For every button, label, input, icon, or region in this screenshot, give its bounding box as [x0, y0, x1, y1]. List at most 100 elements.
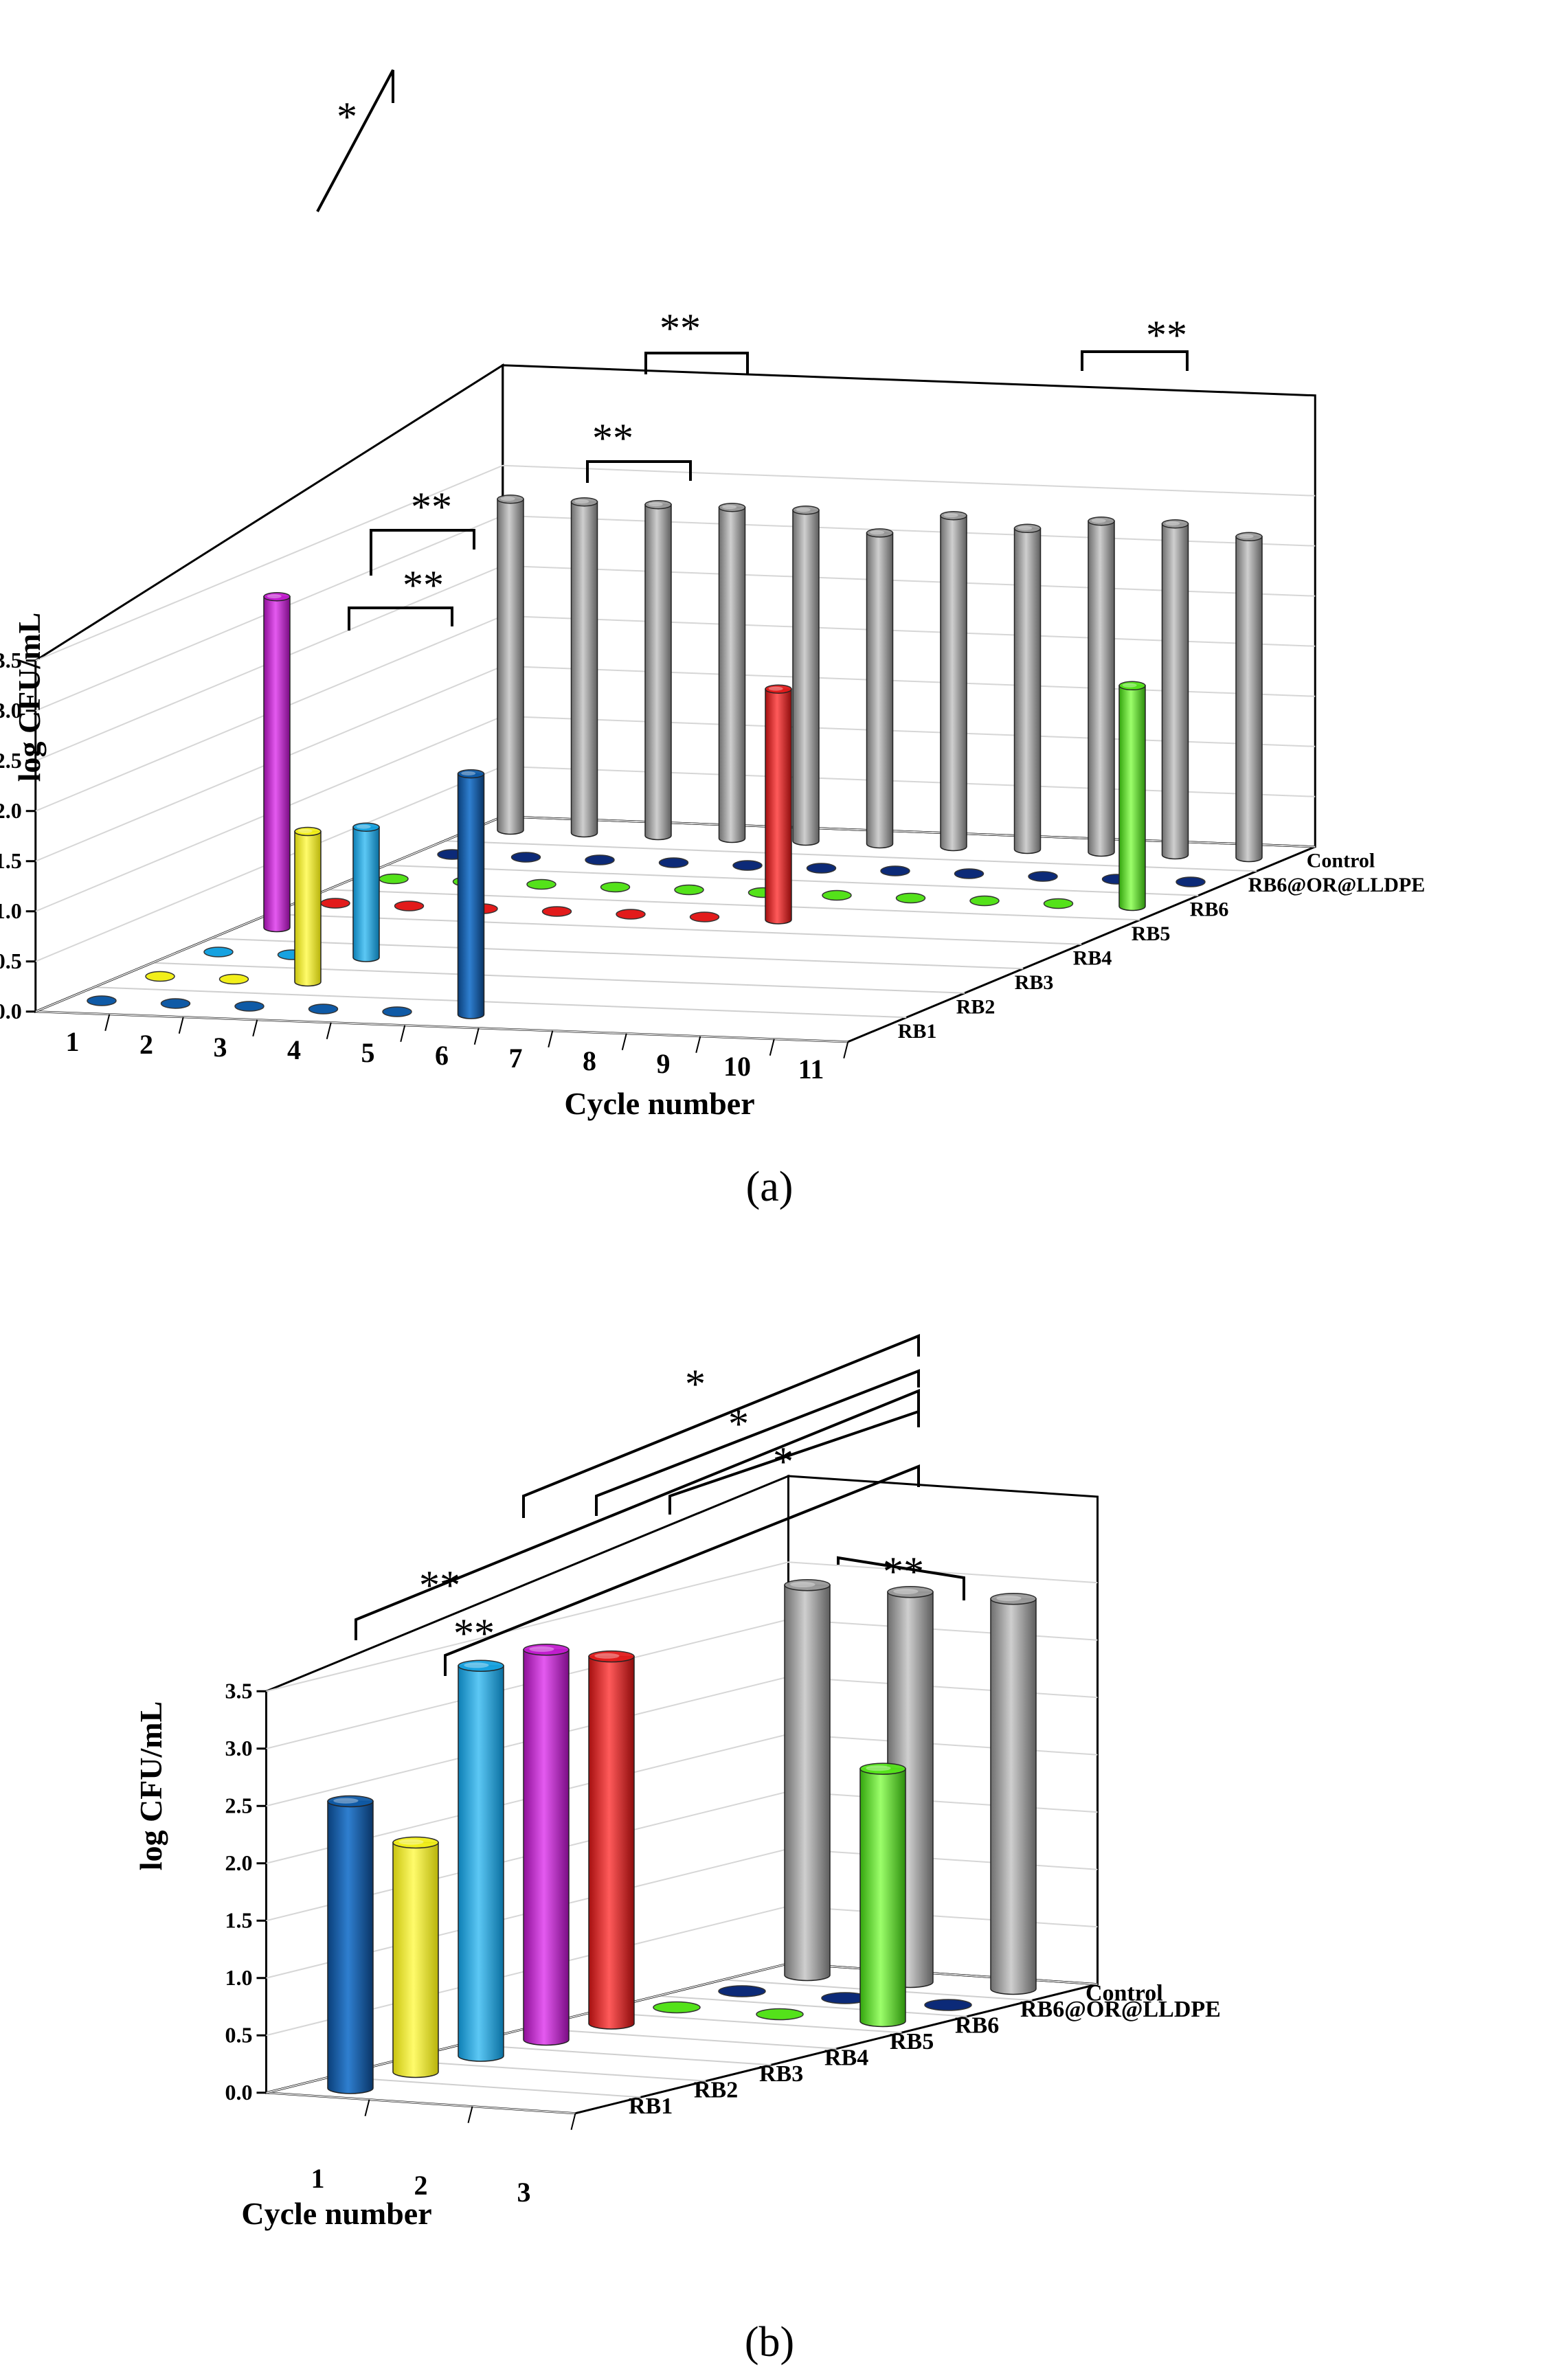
x-tick-mark: [326, 1022, 332, 1039]
zero-marker-rb6-cycle-10: [1043, 898, 1074, 909]
significance-bracket: **: [644, 306, 749, 374]
y-tick-label: 0.5: [0, 949, 22, 973]
panel-b-chart: 0.0 0.5 1.0 1.5 2.0 2.5 3.0 3.5 1 2 3 RB1 RB2 RB3 RB4 R…: [133, 1334, 1221, 2366]
zero-marker-rb6-or-lldpe-cycle-6: [806, 863, 837, 874]
significance-bracket: *: [668, 1409, 920, 1515]
bar-control-cycle-3: [990, 1592, 1037, 1995]
zero-marker-rb6-cycle-7: [822, 889, 852, 901]
significance-bracket: **: [586, 416, 692, 483]
zero-marker-rb6-cycle-3: [526, 879, 556, 890]
zero-marker-rb5-cycle-4: [541, 906, 572, 917]
depth-label-control: Control: [1307, 850, 1375, 872]
wall-gridline: [266, 1791, 1098, 1922]
zero-marker-rb6-cycle-1: [379, 873, 409, 885]
depth-label-rb1: RB1: [629, 2094, 673, 2119]
bar-rb5-cycle-7: [765, 684, 792, 925]
floor-gridline: [269, 913, 1082, 945]
x-tick-label: 8: [583, 1045, 596, 1076]
bar-rb4-cycle-1: [263, 591, 291, 933]
panel-a-y-axis-label: log CFU/mL: [12, 613, 47, 782]
bar-rb2-cycle-3: [294, 826, 322, 987]
x-tick-label: 6: [435, 1040, 449, 1071]
bar-rb3-cycle-3: [352, 822, 380, 962]
bar-rb3-cycle-1: [458, 1659, 504, 2062]
zero-marker-rb1-cycle-1: [87, 995, 117, 1006]
significance-label: **: [453, 1611, 495, 1656]
x-tick-label: 2: [414, 2170, 428, 2201]
zero-marker-rb1-cycle-2: [160, 998, 191, 1009]
zero-marker-rb6-or-lldpe-cycle-9: [1028, 871, 1058, 882]
floor-gridline: [385, 864, 1199, 896]
floor-gridline: [331, 2076, 641, 2098]
bar-rb1-cycle-1: [327, 1795, 374, 2094]
panel-b-y-ticks: 0.0 0.5 1.0 1.5 2.0 2.5 3.0 3.5 1 2 3 RB1 RB2 RB3 RB4 R…: [225, 1678, 1221, 2208]
depth-label-rb6: RB6: [1190, 898, 1229, 921]
panel-a-y-ticks: 0.0 0.5 1.0 1.5 2.0 2.5 3.0 3.5 1 2 3 4 5 6 7 8 9 10 11 RB1…: [0, 648, 1425, 1085]
y-tick-label: 1.5: [0, 848, 22, 873]
floor-gridline: [93, 986, 907, 1019]
wall-gridline: [266, 1676, 1098, 1807]
panel-b-x-axis-label: Cycle number: [241, 2196, 431, 2231]
panel-a-significance: ********* **: [316, 69, 1189, 631]
x-tick-mark: [548, 1030, 554, 1047]
depth-label-rb2: RB2: [956, 996, 996, 1019]
wall-gridline: [266, 1848, 1098, 1979]
zero-marker-rb6-or-lldpe-cycle-4: [658, 857, 689, 868]
depth-label-rb4: RB4: [824, 2045, 868, 2071]
x-tick-label: 3: [517, 2177, 531, 2208]
significance-label: *: [728, 1401, 749, 1447]
zero-marker-rb3-cycle-1: [203, 947, 234, 957]
bar-control-cycle-3: [644, 499, 672, 841]
wall-gridline: [266, 1561, 1098, 1692]
y-tick-label: 0.0: [0, 999, 22, 1023]
y-tick-label: 1.5: [225, 1907, 253, 1932]
significance-label: **: [883, 1549, 924, 1594]
x-tick-label: 9: [657, 1048, 671, 1079]
x-tick-label: 4: [287, 1034, 301, 1065]
panel-a-caption: (a): [746, 1164, 794, 1210]
significance-label: **: [660, 306, 701, 351]
wall-gridline: [35, 464, 1316, 661]
floor-gridline: [592, 2011, 902, 2034]
y-tick-label: 1.0: [0, 898, 22, 923]
zero-marker-rb6-cycle-5: [674, 884, 704, 896]
zero-marker-rb5-cycle-6: [689, 911, 720, 922]
x-tick-label: 7: [509, 1043, 523, 1074]
x-tick-label: 1: [66, 1026, 80, 1057]
significance-label: *: [337, 94, 357, 139]
zero-marker-rb5-cycle-5: [616, 909, 646, 920]
zero-marker-rb6-cycle-1: [653, 2001, 701, 2014]
bar-rb6-cycle-11: [1118, 681, 1146, 911]
bar-control-cycle-10: [1161, 519, 1189, 860]
x-tick-mark: [252, 1019, 258, 1036]
floor-gridline: [657, 1995, 967, 2017]
significance-bracket: *: [522, 1334, 920, 1518]
significance-label: **: [419, 1563, 460, 1608]
x-tick-label: 11: [798, 1054, 824, 1085]
floor-gridline: [396, 2059, 706, 2082]
floor-gridline: [527, 2027, 837, 2050]
bar-control-cycle-2: [570, 497, 598, 838]
significance-bracket: *: [316, 69, 394, 212]
panel-b-bars: [327, 1578, 1037, 2094]
zero-marker-rb6-cycle-2: [756, 2008, 804, 2021]
depth-label-control: Control: [1086, 1981, 1163, 2006]
zero-marker-rb6-cycle-4: [600, 881, 631, 893]
depth-label-rb3: RB3: [759, 2061, 803, 2087]
depth-label-rb5: RB5: [890, 2029, 934, 2054]
depth-label-rb3: RB3: [1015, 971, 1054, 994]
floor-gridline: [152, 962, 965, 994]
significance-bracket: **: [348, 563, 453, 631]
bar-control-cycle-5: [792, 505, 820, 846]
x-tick-label: 1: [311, 2163, 325, 2194]
x-tick-mark: [178, 1017, 184, 1034]
y-tick-label: 3.5: [225, 1678, 253, 1703]
bar-rb1-cycle-6: [457, 769, 485, 1019]
zero-marker-rb6-cycle-8: [895, 892, 926, 904]
y-tick-label: 3.0: [225, 1736, 253, 1760]
x-tick-mark: [400, 1025, 406, 1042]
floor-gridline: [35, 1010, 848, 1043]
zero-marker-rb6-or-lldpe-cycle-2: [510, 852, 541, 863]
panel-b-caption: (b): [745, 2319, 794, 2366]
x-tick-mark: [695, 1036, 701, 1053]
